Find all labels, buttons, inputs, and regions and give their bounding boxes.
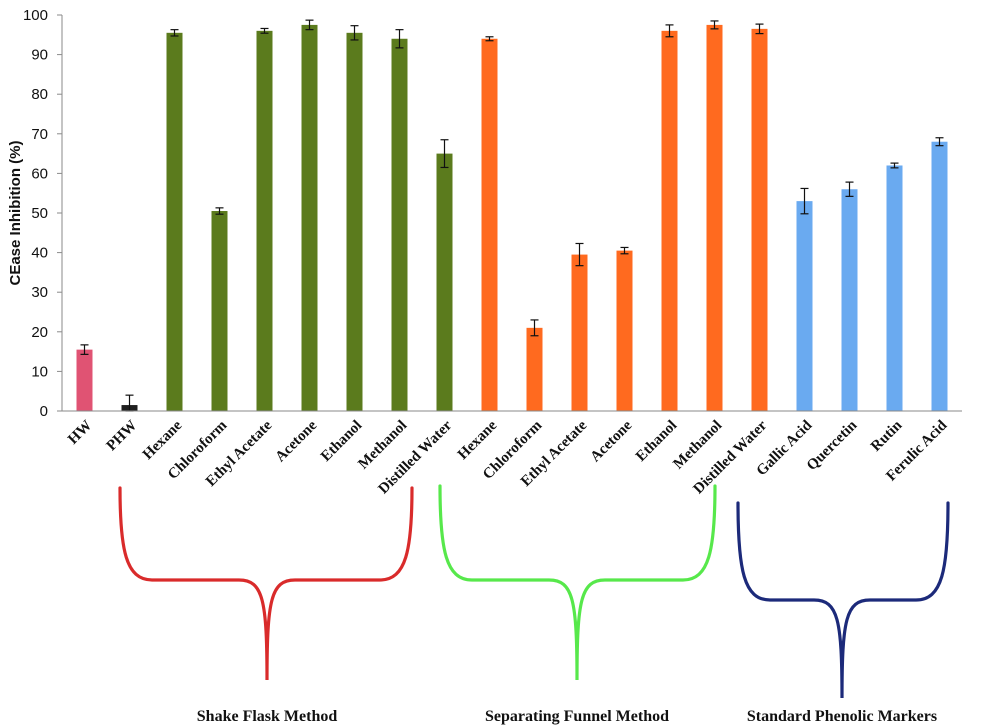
error-bar (800, 187, 809, 215)
group-label: Shake Flask Method (197, 708, 338, 725)
bar (796, 201, 813, 411)
x-tick-label: Acetone (272, 417, 320, 465)
error-bar (620, 246, 629, 255)
group-bracket (118, 486, 414, 681)
bar (166, 32, 183, 411)
group-brackets (118, 484, 950, 699)
y-tick-label: 10 (31, 363, 48, 380)
bar (481, 38, 498, 411)
y-tick-label: 20 (31, 324, 48, 341)
y-tick-label: 90 (31, 47, 48, 64)
bar (391, 38, 408, 411)
group-labels: Shake Flask Method Separating Funnel Meth… (197, 708, 937, 725)
x-tick-label: Quercetin (804, 417, 861, 474)
y-tick-label: 40 (31, 245, 48, 262)
y-ticks: 0 10 20 30 40 50 60 70 80 90 100 (23, 7, 62, 420)
bar (616, 250, 633, 411)
error-bar (485, 36, 494, 42)
error-bar (305, 19, 314, 31)
x-tick-label: Hexane (140, 417, 186, 463)
group-bracket (438, 484, 717, 681)
error-bar (395, 29, 404, 49)
bar (256, 30, 273, 412)
bar (436, 153, 453, 411)
bar (886, 165, 903, 411)
error-bar (755, 23, 764, 35)
error-bar (350, 25, 359, 41)
error-bar (575, 242, 584, 267)
bar (661, 30, 678, 412)
bar (931, 141, 948, 411)
y-axis-title: CEase Inhibition (%) (7, 140, 24, 285)
error-bar (710, 20, 719, 30)
y-tick-label: 50 (31, 205, 48, 222)
y-tick-label: 0 (40, 403, 48, 420)
y-tick-label: 70 (31, 126, 48, 143)
bar (571, 254, 588, 411)
error-bar (440, 139, 449, 169)
x-tick-label: HW (65, 418, 95, 448)
group-label: Standard Phenolic Markers (747, 708, 937, 725)
y-tick-label: 30 (31, 284, 48, 301)
y-tick-label: 100 (23, 7, 48, 24)
group-label: Separating Funnel Method (485, 708, 669, 725)
bar (301, 24, 318, 412)
bar (841, 189, 858, 411)
bars (76, 19, 948, 412)
error-bar (530, 319, 539, 337)
bar (346, 32, 363, 411)
error-bar (80, 344, 89, 355)
error-bar (260, 27, 269, 34)
error-bar (845, 181, 854, 197)
bar (526, 327, 543, 411)
bar (211, 211, 228, 411)
x-tick-label: PHW (104, 418, 141, 455)
error-bar (890, 162, 899, 169)
bar (751, 28, 768, 412)
x-tick-label: Rutin (868, 417, 906, 455)
y-tick-label: 80 (31, 86, 48, 103)
group-bracket (736, 501, 950, 699)
bar (76, 349, 93, 411)
x-tick-label: Acetone (587, 417, 635, 465)
x-tick-label: Hexane (455, 417, 501, 463)
error-bar (215, 207, 224, 215)
error-bar (665, 24, 674, 38)
error-bar (935, 137, 944, 147)
bar (706, 24, 723, 412)
y-tick-label: 60 (31, 165, 48, 182)
error-bar (170, 29, 179, 37)
axes (61, 15, 962, 412)
